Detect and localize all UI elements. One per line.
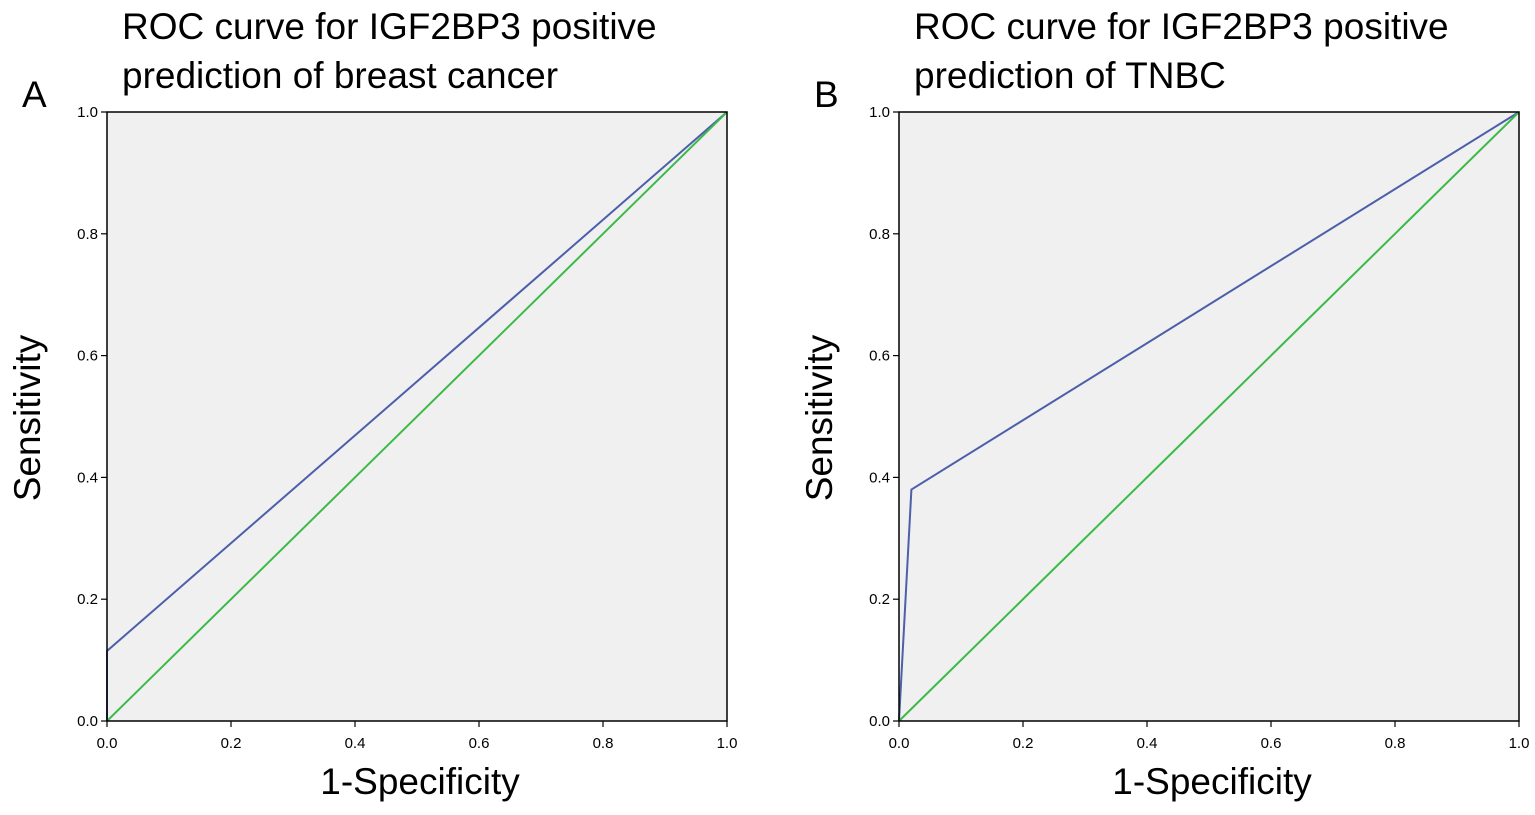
- y-tick-label: 0.6: [77, 348, 98, 365]
- y-tick-label: 0.4: [869, 469, 890, 486]
- roc-plot-b: 0.0 0.2 0.4 0.6 0.8 1.0 0.0 0.2 0.4 0.6 0.8 1.0: [869, 104, 1530, 752]
- panel-letter: A: [22, 74, 47, 115]
- y-tick-label: 0.0: [869, 713, 890, 730]
- roc-panel-b: ROC curve for IGF2BP3 positive predictio…: [792, 0, 1535, 815]
- x-tick-label: 1.0: [1509, 735, 1530, 752]
- y-tick-label: 1.0: [77, 104, 98, 121]
- y-tick-label: 0.8: [869, 226, 890, 243]
- reference-line-line: [898, 111, 1520, 722]
- x-axis-label: 1-Specificity: [1112, 761, 1312, 802]
- y-axis-label: Sensitivity: [7, 334, 48, 502]
- plot-frame: [106, 111, 728, 722]
- y-tick-label: 0.6: [869, 348, 890, 365]
- chart-title: ROC curve for IGF2BP3 positive predictio…: [914, 6, 1449, 96]
- roc-curve-line: [898, 111, 1520, 722]
- panel-letter: B: [814, 74, 839, 115]
- x-tick-label: 0.0: [97, 735, 118, 752]
- y-tick-label: 0.0: [77, 713, 98, 730]
- y-tick-label: 1.0: [869, 104, 890, 121]
- x-tick-label: 0.8: [1385, 735, 1406, 752]
- y-tick-label: 0.8: [77, 226, 98, 243]
- reference-line-line: [106, 111, 728, 722]
- x-tick-label: 0.2: [1013, 735, 1034, 752]
- plot-frame: [898, 111, 1520, 722]
- roc-panel-a: ROC curve for IGF2BP3 positive predictio…: [7, 6, 738, 802]
- x-tick-label: 1.0: [717, 735, 738, 752]
- x-tick-label: 0.0: [889, 735, 910, 752]
- x-axis-label: 1-Specificity: [320, 761, 520, 802]
- x-tick-label: 0.4: [345, 735, 366, 752]
- x-tick-label: 0.6: [1261, 735, 1282, 752]
- y-tick-label: 0.2: [869, 591, 890, 608]
- roc-plot-a: 0.0 0.2 0.4 0.6 0.8 1.0 0.0 0.2 0.4 0.6 0.8 1.0: [77, 104, 738, 752]
- y-tick-label: 0.2: [77, 591, 98, 608]
- x-tick-label: 0.6: [469, 735, 490, 752]
- y-axis-label: Sensitivity: [799, 334, 840, 502]
- x-tick-label: 0.8: [593, 735, 614, 752]
- y-tick-label: 0.4: [77, 469, 98, 486]
- x-tick-label: 0.2: [221, 735, 242, 752]
- x-tick-label: 0.4: [1137, 735, 1158, 752]
- chart-title: ROC curve for IGF2BP3 positive predictio…: [122, 6, 657, 96]
